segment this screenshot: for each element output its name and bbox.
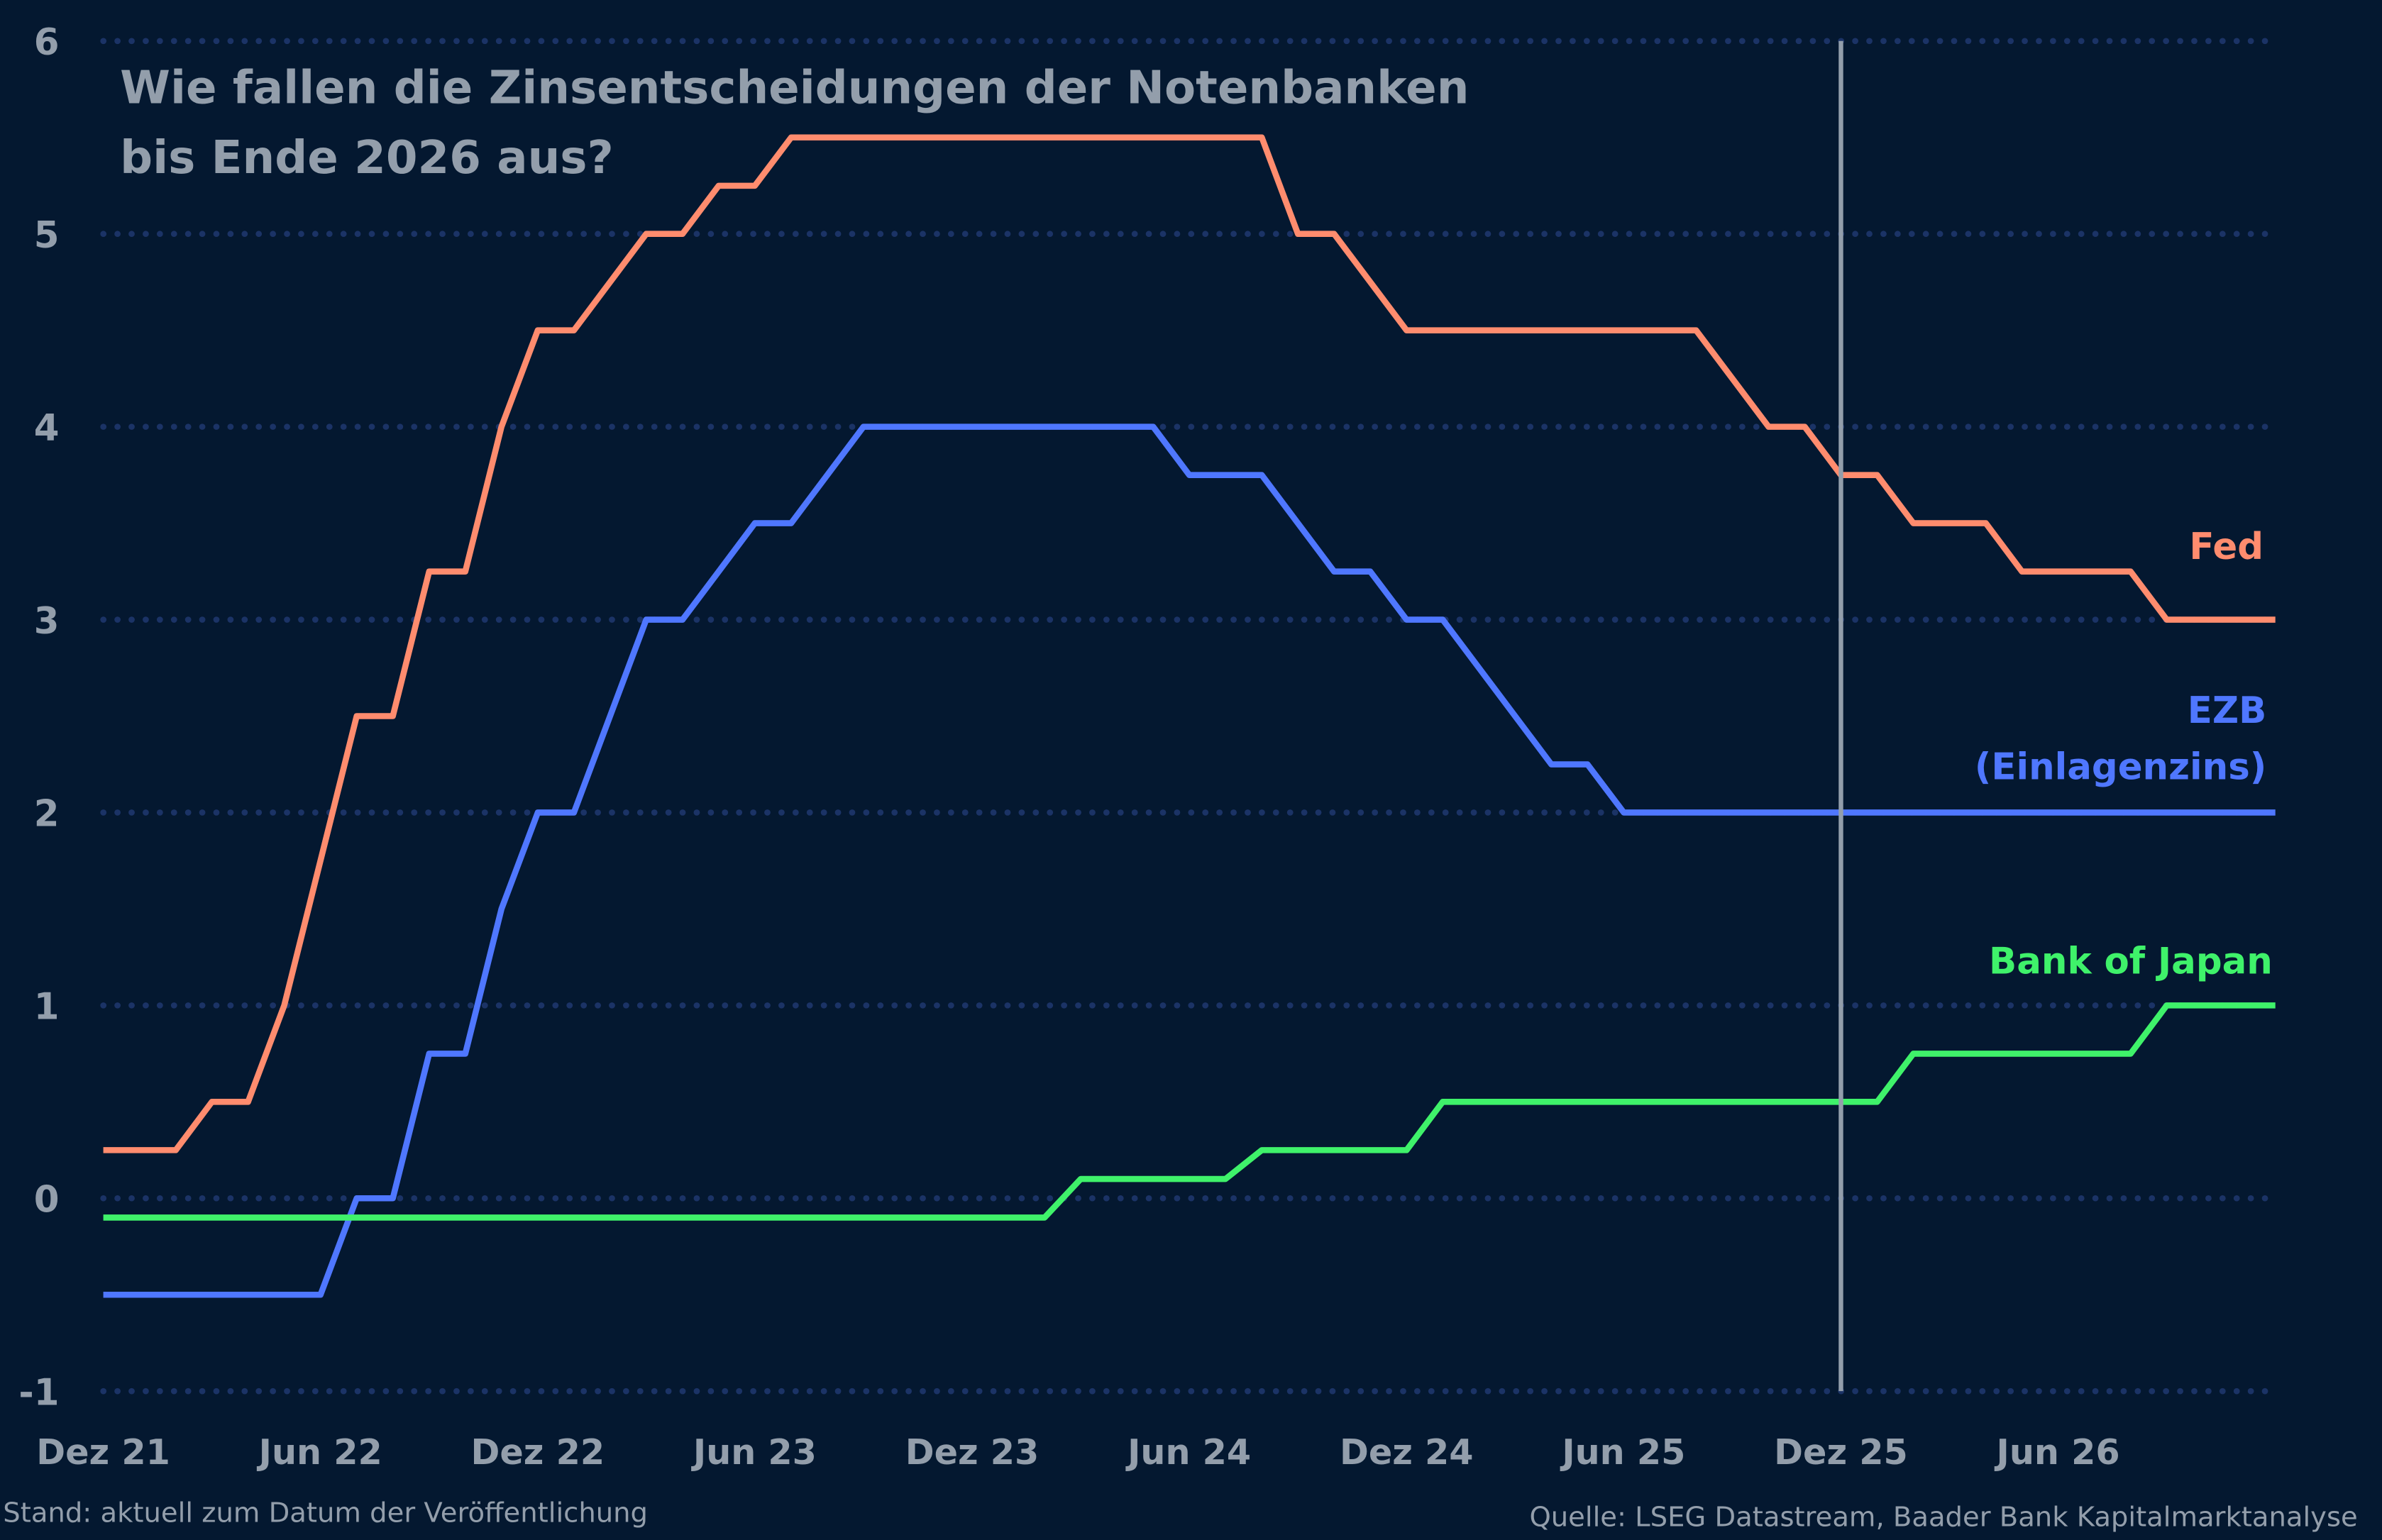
series-line <box>103 134 2276 1153</box>
y-tick-label: -1 <box>18 1371 59 1414</box>
legend-boj: Bank of Japan <box>1989 940 2273 982</box>
x-tick-label: Dez 23 <box>905 1431 1040 1473</box>
x-tick-label: Dez 25 <box>1774 1431 1908 1473</box>
footer-stand: Stand: aktuell zum Datum der Veröffentli… <box>3 1497 648 1529</box>
series-line <box>103 423 2276 1298</box>
y-tick-label: 6 <box>34 21 60 64</box>
x-tick-label: Dez 22 <box>471 1431 605 1473</box>
x-tick-label: Jun 22 <box>257 1431 382 1473</box>
series-line <box>103 1002 2276 1221</box>
y-tick-label: 2 <box>34 793 60 836</box>
x-tick-label: Dez 24 <box>1340 1431 1474 1473</box>
y-tick-label: 4 <box>34 407 60 450</box>
y-axis: 6 5 4 3 2 1 0 -1 <box>18 21 59 1414</box>
x-tick-label: Jun 23 <box>691 1431 817 1473</box>
footer-source: Quelle: LSEG Datastream, Baader Bank Kap… <box>1529 1502 2357 1534</box>
x-tick-label: Dez 21 <box>36 1431 170 1473</box>
y-tick-label: 0 <box>34 1179 60 1222</box>
series-lines <box>103 134 2276 1298</box>
y-tick-label: 1 <box>34 986 60 1029</box>
legend-ezb: EZB <box>2188 689 2267 732</box>
grid-lines <box>100 38 2282 1395</box>
x-tick-label: Jun 26 <box>1995 1431 2120 1473</box>
x-axis: Dez 21 Jun 22 Dez 22 Jun 23 Dez 23 Jun 24 Dez … <box>36 1431 2119 1473</box>
chart-title: Wie fallen die Zinsentscheidungen der No… <box>120 62 1469 115</box>
y-tick-label: 3 <box>34 600 60 643</box>
x-tick-label: Jun 24 <box>1125 1431 1251 1473</box>
legend-fed: Fed <box>2189 526 2264 568</box>
x-tick-label: Jun 25 <box>1560 1431 1685 1473</box>
legend-ezb-sub: (Einlagenzins) <box>1975 746 2266 788</box>
y-tick-label: 5 <box>34 214 60 257</box>
chart-title-line2: bis Ende 2026 aus? <box>120 131 614 184</box>
